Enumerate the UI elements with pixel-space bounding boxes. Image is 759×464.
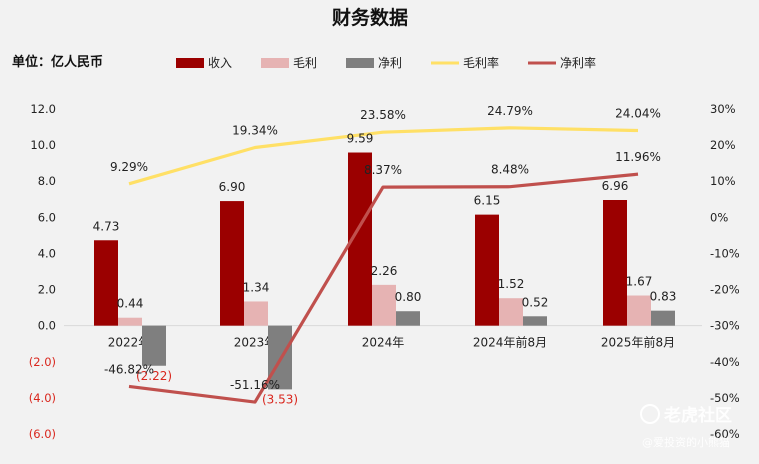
bar-毛利 — [499, 298, 523, 326]
line-毛利率 — [128, 126, 639, 186]
bar-value-label: 6.96 — [602, 179, 629, 193]
line-value-label: 8.37% — [364, 163, 402, 177]
right-tick-label: -40% — [710, 355, 740, 369]
category-label: 2024年 — [362, 336, 405, 350]
bar-value-label: 0.83 — [650, 290, 677, 304]
line-value-label: 23.58% — [360, 108, 406, 122]
category-label: 2025年前8月 — [601, 335, 675, 350]
bar-value-label: 9.59 — [347, 132, 374, 146]
bar-毛利 — [627, 295, 651, 326]
bar-value-label: (2.22) — [136, 369, 172, 383]
right-tick-label: 30% — [710, 102, 736, 116]
legend-label: 毛利 — [293, 56, 317, 70]
data-labels: 4.73 6.90 9.59 6.15 6.96 0.44 1.34 2.26 1.52 1.67… — [93, 104, 677, 407]
left-axis: 12.0 10.0 8.0 6.0 4.0 2.0 0.0 (2.0) (4.0) (6.0) — [29, 102, 56, 441]
right-tick-label: 0% — [710, 210, 728, 224]
category-label: 2023年 — [234, 336, 277, 350]
bar-value-label: 6.90 — [219, 180, 246, 194]
bar-毛利 — [244, 301, 268, 326]
line-value-label: 8.48% — [491, 163, 529, 177]
bar-value-label: 1.52 — [498, 277, 525, 291]
bar-value-label: (3.53) — [262, 392, 298, 406]
line-value-label: 24.79% — [487, 104, 533, 118]
bar-value-label: 0.52 — [522, 295, 549, 309]
left-tick-label: (2.0) — [29, 355, 56, 369]
bar-value-label: 1.67 — [626, 275, 653, 289]
right-tick-label: 20% — [710, 138, 736, 152]
chart-title: 财务数据 — [332, 6, 408, 29]
line-value-label: 24.04% — [615, 107, 661, 121]
left-tick-label: 0.0 — [38, 319, 56, 333]
category-label: 2024年前8月 — [473, 335, 547, 350]
left-tick-label: (4.0) — [29, 391, 56, 405]
left-tick-label: 6.0 — [38, 210, 56, 224]
bar-value-label: 6.15 — [474, 194, 501, 208]
lines — [128, 126, 639, 404]
legend-swatch — [346, 58, 374, 68]
category-label: 2022年 — [108, 336, 151, 350]
left-tick-label: 10.0 — [30, 138, 56, 152]
bar-value-label: 1.34 — [243, 280, 270, 294]
bar-毛利 — [372, 284, 396, 326]
line-value-label: 11.96% — [615, 150, 661, 164]
bar-净利 — [523, 316, 547, 326]
unit-label: 单位：亿人民币 — [12, 54, 103, 70]
right-tick-label: 10% — [710, 174, 736, 188]
bar-净利 — [396, 311, 420, 326]
bar-收入 — [603, 200, 627, 326]
line-value-label: 19.34% — [232, 123, 278, 137]
legend-label: 收入 — [208, 56, 232, 70]
legend: 收入 毛利 净利 毛利率 净利率 — [176, 55, 596, 70]
right-tick-label: -50% — [710, 391, 740, 405]
right-tick-label: -10% — [710, 246, 740, 260]
legend-label: 毛利率 — [463, 55, 499, 70]
legend-label: 净利率 — [560, 55, 596, 70]
watermark: 老虎社区 @爱投资的小熊猫 — [640, 404, 732, 449]
right-tick-label: -30% — [710, 319, 740, 333]
bar-value-label: 4.73 — [93, 219, 120, 233]
line-value-label: 9.29% — [110, 160, 148, 174]
line-净利率 — [128, 172, 639, 404]
bar-收入 — [475, 214, 499, 326]
bar-毛利 — [118, 317, 142, 326]
bar-净利 — [651, 310, 675, 326]
left-tick-label: 4.0 — [38, 246, 56, 260]
left-tick-label: 12.0 — [30, 102, 56, 116]
tiger-logo-icon — [640, 404, 660, 424]
bar-收入 — [220, 201, 244, 326]
right-tick-label: -60% — [710, 427, 740, 441]
line-value-label: -51.16% — [230, 378, 280, 392]
bar-value-label: 0.80 — [395, 290, 422, 304]
left-tick-label: 2.0 — [38, 283, 56, 297]
watermark-handle: @爱投资的小熊猫 — [642, 435, 730, 449]
legend-label: 净利 — [378, 56, 402, 70]
right-tick-label: -20% — [710, 283, 740, 297]
left-tick-label: 8.0 — [38, 174, 56, 188]
bar-净利 — [142, 325, 166, 366]
bar-value-label: 0.44 — [117, 297, 144, 311]
line-value-label: -46.82% — [104, 362, 154, 376]
bar-收入 — [94, 240, 118, 326]
legend-swatch — [176, 58, 204, 68]
bar-value-label: 2.26 — [371, 264, 398, 278]
legend-swatch — [261, 58, 289, 68]
right-axis: 30% 20% 10% 0% -10% -20% -30% -40% -50% -60% — [710, 102, 740, 441]
watermark-brand: 老虎社区 — [663, 405, 732, 426]
left-tick-label: (6.0) — [29, 427, 56, 441]
